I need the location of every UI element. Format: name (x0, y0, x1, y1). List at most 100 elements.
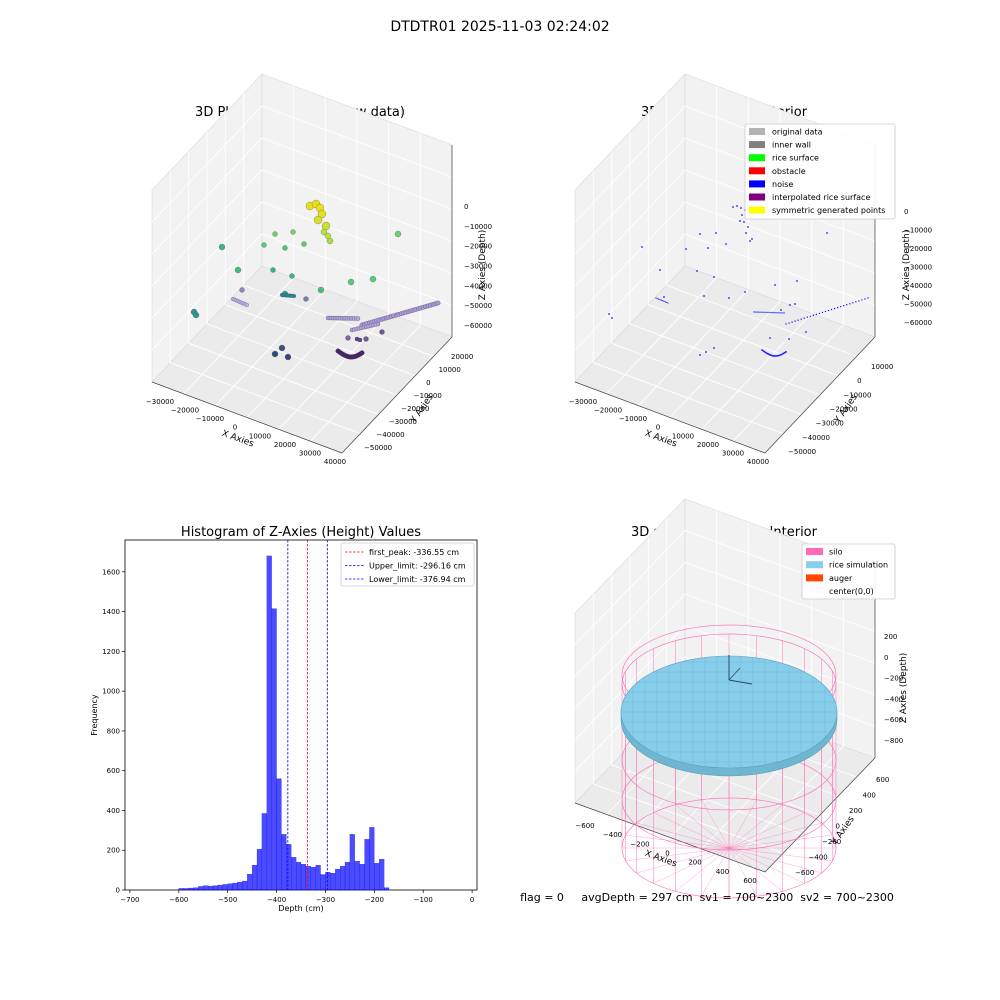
histogram-x-tick-label: −300 (316, 896, 335, 904)
classify-noise-point (791, 321, 793, 323)
histogram-bar (340, 866, 346, 891)
histogram-bar (193, 887, 199, 891)
histogram-bar (212, 885, 218, 891)
histogram-bar (359, 864, 365, 891)
classify-noise-point (685, 248, 687, 250)
classify-noise-point (769, 311, 771, 314)
classify-noise-point (794, 303, 796, 305)
classify-legend-swatch (749, 141, 765, 149)
classify-noise-point (699, 233, 701, 235)
histogram-x-tick-label: −400 (267, 896, 286, 904)
classify-noise-point (789, 304, 791, 306)
silo-floor-spoke (728, 804, 783, 849)
raw-data-point (303, 296, 309, 302)
classify-noise-point (788, 338, 790, 340)
silo-floor-spoke (625, 847, 730, 862)
histogram-bar (291, 857, 297, 891)
silo-floor-spoke (701, 847, 730, 897)
classify-noise-point (781, 312, 783, 314)
classify-legend-label: inner wall (772, 141, 811, 150)
classify-noise-point (699, 354, 701, 356)
classify-noise-point (852, 302, 854, 304)
classify-noise-point (759, 311, 761, 313)
raw-x-tick-label: −20000 (171, 407, 199, 415)
histogram-bar (237, 881, 243, 891)
classify-x-tick-label: 40000 (747, 458, 769, 466)
raw-data-point (301, 241, 307, 247)
histogram-bar (217, 884, 223, 891)
raw-y-tick-label: −10000 (414, 392, 442, 400)
classify-legend-swatch (749, 128, 765, 135)
classify-noise-point (739, 220, 741, 222)
histogram-y-ticks: 0 200 400 600 800 1000 1200 1400 1600 (102, 568, 125, 895)
raw-z-tick-label: −40000 (464, 282, 492, 290)
classify-legend-frame (744, 123, 896, 220)
histogram-x-axis-label: Depth (cm) (278, 904, 323, 913)
histogram-bar (203, 885, 209, 891)
simulation-grid-line (574, 561, 876, 677)
raw-x-tick-label: 30000 (299, 449, 321, 457)
classify-noise-point (658, 298, 660, 300)
auger-arm (728, 667, 741, 681)
classify-noise-point (662, 300, 664, 302)
silo-floor-spoke (728, 834, 833, 849)
histogram-bar (281, 834, 287, 891)
raw-data-point (272, 231, 278, 237)
histogram-legend-label: Upper_limit: -296.16 cm (369, 562, 466, 571)
simulation-z-tick-labels: 200 0 −200 −400 −600 −800 (884, 633, 903, 745)
silo-floor-spoke (675, 847, 730, 892)
classify-y-tick-label: 10000 (871, 363, 893, 371)
classify-z-tick-label: −20000 (904, 245, 932, 253)
histogram-bar (374, 863, 380, 891)
classify-legend-items: original data inner wall rice surface obsta… (749, 128, 885, 215)
raw-data-point (324, 232, 332, 240)
silo-floor-spoke (636, 847, 730, 874)
classify-y-tick-label: −30000 (816, 420, 844, 428)
classify-noise-point (773, 311, 775, 314)
silo-floor-spoke (728, 822, 822, 849)
classify-noise-point (779, 312, 781, 314)
raw-x-tick-label: 20000 (274, 441, 296, 449)
classify-noise-point (749, 240, 751, 242)
histogram-x-tick-label: 0 (470, 896, 474, 904)
classify-z-tick-label: 0 (904, 208, 908, 216)
classify-noise-point (803, 317, 805, 319)
classify-noise-point (797, 319, 799, 321)
raw-y-tick-label: −50000 (364, 444, 392, 452)
raw-data-point (317, 209, 327, 219)
classify-noise-point (664, 301, 666, 303)
histogram-bar (252, 865, 258, 891)
simulation-y-axis-line (764, 757, 876, 873)
classify-noise-point (830, 308, 833, 311)
simulation-y-tick-label: 200 (849, 807, 862, 815)
simulation-y-tick-label: −400 (809, 854, 828, 862)
classify-noise-point (663, 296, 665, 298)
classify-noise-point (656, 297, 658, 300)
figure-title: DTDTR01 2025-11-03 02:24:02 (390, 19, 609, 35)
simulation-x-tick-label: 600 (743, 877, 756, 885)
classify-legend: original data inner wall rice surface obsta… (744, 123, 896, 220)
classify-noise-point (757, 311, 759, 313)
classify-noise-point (751, 238, 753, 240)
raw-y-tick-label: 20000 (451, 353, 473, 361)
classify-noise-point (771, 311, 773, 314)
silo-floor-spoke (728, 847, 783, 892)
raw-data-point (313, 215, 323, 225)
classify-noise-point (783, 312, 785, 314)
simulation-z-tick-label: 0 (884, 654, 888, 662)
classify-noise-point (867, 297, 869, 299)
classify-legend-label: interpolated rice surface (772, 193, 870, 202)
raw-data-point (355, 316, 361, 321)
classify-noise-point (805, 331, 807, 333)
histogram-bars (178, 555, 390, 891)
histogram-bar (232, 882, 238, 891)
classify-noise-point (755, 311, 757, 313)
histogram-x-tick-label: −200 (365, 896, 384, 904)
classify-noise-point (767, 311, 769, 314)
histogram-bar (198, 886, 204, 891)
classify-noise-point (741, 214, 743, 216)
histogram-y-tick-label: 600 (107, 767, 120, 775)
